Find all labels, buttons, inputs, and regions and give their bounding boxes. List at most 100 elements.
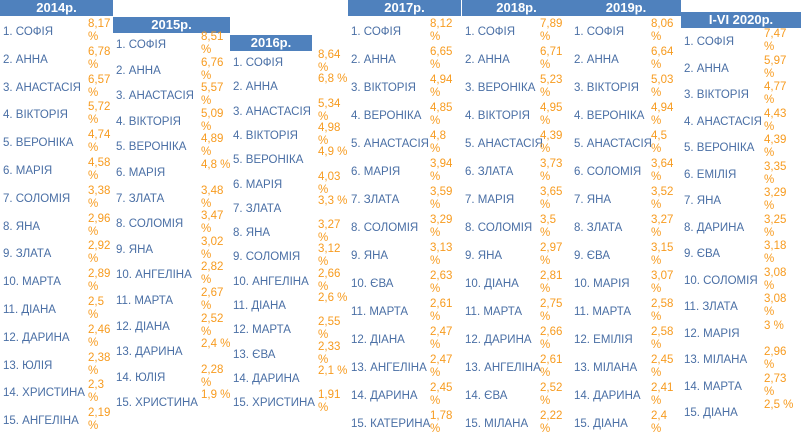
percent-number: 2,81 <box>540 270 563 282</box>
percent-number: 1,9 % <box>201 389 231 402</box>
name-row: 14. ДАРИНА 2,41% <box>571 382 681 410</box>
name-label: 1. СОФІЯ <box>574 26 625 38</box>
percent-sign: % <box>651 227 662 239</box>
percent-sign: % <box>430 283 441 295</box>
percent-sign: % <box>540 87 551 99</box>
percent-sign: % <box>88 225 99 238</box>
percent-sign: % <box>764 306 775 318</box>
percent-sign: % <box>430 87 441 99</box>
percent-sign: % <box>430 143 441 155</box>
percent-value: 2,28% <box>201 364 223 390</box>
name-label: 9. ЯНА <box>351 250 389 262</box>
percent-number: 3,5 <box>540 214 556 226</box>
percent-value: 3,12% <box>318 243 340 269</box>
percent-value: 3,52% <box>651 186 673 212</box>
name-label: 6. МАРІЯ <box>233 178 283 191</box>
name-row: 6. ЕМІЛІЯ 3,35% <box>681 161 801 189</box>
percent-value: 2,58% <box>651 298 673 324</box>
percent-value: 3,27% <box>318 219 340 245</box>
name-label: 5. ВЕРОНІКА <box>684 142 755 154</box>
name-row: 5. ВЕРОНІКА 4,89% <box>113 133 230 161</box>
percent-value: 2,67% <box>201 287 223 313</box>
percent-value: 2,96% <box>764 346 786 372</box>
name-row: 15. ХРИСТИНА 1,91% <box>230 389 348 417</box>
name-label: 13. МІЛАНА <box>684 354 748 366</box>
name-label: 3. ВІКТОРІЯ <box>351 82 416 94</box>
percent-number: 5,09 <box>201 107 224 120</box>
name-label: 12. ДІАНА <box>351 334 405 346</box>
name-label: 12. МАРТА <box>233 324 291 337</box>
year-header: 2015р. <box>113 17 230 33</box>
percent-sign: % <box>540 367 551 379</box>
name-label: 7. ЗЛАТА <box>351 194 400 206</box>
percent-number: 5,57 <box>201 82 224 95</box>
percent-number: 3,08 <box>764 293 787 305</box>
percent-number: 4,74 <box>88 129 111 142</box>
name-label: 4. АНАСТАСІЯ <box>684 115 762 128</box>
percent-sign: % <box>201 95 212 108</box>
percent-number: 3,08 <box>764 266 787 279</box>
percent-value: 1,9 % <box>201 389 230 402</box>
percent-value: 3,18% <box>764 240 786 266</box>
percent-number: 3,25 <box>764 213 787 226</box>
percent-sign: % <box>318 232 329 245</box>
name-label: 8. ЗЛАТА <box>574 222 623 234</box>
name-row: 5. АНАСТАСІЯ 4,39% <box>462 130 571 158</box>
percent-number: 2,4 <box>651 410 667 422</box>
percent-sign: % <box>201 146 212 159</box>
percent-number: 2,92 <box>88 240 111 253</box>
name-row: 15. ДІАНА 2,4% <box>571 410 681 438</box>
name-row: 12. МАРІЯ 3 % <box>681 320 801 348</box>
percent-sign: % <box>430 367 441 379</box>
percent-sign: % <box>201 69 212 82</box>
percent-number: 2,52 <box>201 312 224 325</box>
name-row: 2. АННА 6,8 % <box>230 73 348 101</box>
percent-sign: % <box>764 200 775 212</box>
percent-sign: % <box>88 114 99 127</box>
name-row: 9. СОЛОМІЯ 3,12% <box>230 243 348 271</box>
percent-number: 5,72 <box>88 101 111 114</box>
name-label: 6. МАРІЯ <box>3 165 53 177</box>
name-label: 15. МІЛАНА <box>465 418 529 430</box>
name-row: 1. СОФІЯ 8,64% <box>230 49 348 77</box>
percent-value: 5,57% <box>201 82 223 108</box>
name-label: 8. СОЛОМІЯ <box>465 222 533 234</box>
percent-value: 4,95% <box>540 102 562 128</box>
name-row: 7. ЗЛАТА 3,3 % <box>230 195 348 223</box>
name-row: 2. АННА 6,76% <box>113 57 230 85</box>
name-row: 4. ВІКТОРІЯ 4,98% <box>230 122 348 150</box>
percent-sign: % <box>540 171 551 183</box>
percent-value: 7,47% <box>764 28 786 54</box>
percent-number: 5,97 <box>764 54 787 67</box>
percent-number: 3,47 <box>201 210 224 223</box>
name-row: 12. МАРТА 2,55% <box>230 316 348 344</box>
name-label: 4. ВІКТОРІЯ <box>3 109 68 122</box>
percent-sign: % <box>88 170 99 182</box>
name-label: 13. АНГЕЛІНА <box>351 362 427 374</box>
percent-sign: % <box>318 183 329 196</box>
name-label: 4. ВІКТОРІЯ <box>465 110 530 122</box>
percent-value: 2,22% <box>540 410 562 436</box>
percent-value: 3,48% <box>201 185 223 211</box>
name-row: 1. СОФІЯ 8,51% <box>113 31 230 59</box>
name-label: 11. ДІАНА <box>3 304 56 316</box>
percent-number: 1,91 <box>318 389 341 402</box>
name-label: 13. ЮЛІЯ <box>3 359 53 372</box>
percent-number: 2,66 <box>540 326 563 338</box>
percent-sign: % <box>318 353 329 366</box>
percent-sign: % <box>540 423 551 435</box>
percent-value: 1,91% <box>318 389 340 415</box>
percent-sign: % <box>540 115 551 127</box>
name-row: 13. ЄВА 2,33% <box>230 341 348 369</box>
name-label: 8. СОЛОМІЯ <box>116 218 184 231</box>
percent-value: 1,78% <box>430 410 452 436</box>
name-label: 15. ДІАНА <box>684 407 738 419</box>
percent-number: 3,27 <box>318 219 341 232</box>
name-row: 11. ЗЛАТА 3,08% <box>681 293 801 321</box>
percent-sign: % <box>764 253 775 265</box>
name-label: 11. МАРТА <box>574 306 632 318</box>
name-label: 3. АНАСТАСІЯ <box>233 105 311 118</box>
percent-number: 6,57 <box>88 73 111 86</box>
percent-number: 2,61 <box>430 298 453 310</box>
percent-value: 2,4% <box>651 410 667 436</box>
